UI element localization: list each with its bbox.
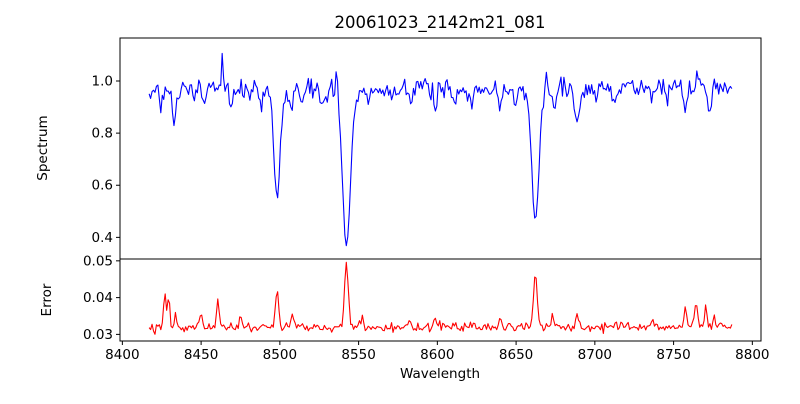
chart-title: 20061023_2142m21_081 bbox=[334, 13, 545, 33]
error-y-tick-label: 0.04 bbox=[83, 290, 113, 306]
x-tick-label: 8600 bbox=[420, 347, 454, 363]
spectrum-line-series bbox=[148, 52, 733, 247]
x-tick-label: 8800 bbox=[735, 347, 769, 363]
x-tick-label: 8700 bbox=[578, 347, 612, 363]
x-tick-label: 8550 bbox=[341, 347, 375, 363]
error-y-tick-label: 0.05 bbox=[83, 253, 113, 269]
spectrum-y-tick-label: 0.6 bbox=[92, 178, 113, 194]
error-y-tick-label: 0.03 bbox=[83, 327, 113, 343]
error-panel-frame bbox=[119, 258, 762, 342]
spectrum-y-tick-label: 0.4 bbox=[92, 230, 113, 246]
error-line-series bbox=[148, 261, 733, 335]
x-tick-label: 8450 bbox=[184, 347, 218, 363]
x-tick-label: 8650 bbox=[499, 347, 533, 363]
x-tick-label: 8500 bbox=[263, 347, 297, 363]
spectrum-y-axis-label: Spectrum bbox=[35, 115, 51, 180]
x-axis-label: Wavelength bbox=[400, 366, 480, 382]
x-tick-label: 8750 bbox=[656, 347, 690, 363]
error-y-axis-label: Error bbox=[39, 283, 55, 316]
spectrum-panel-frame bbox=[119, 37, 762, 260]
x-tick-label: 8400 bbox=[105, 347, 139, 363]
spectrum-y-tick-label: 0.8 bbox=[92, 126, 113, 142]
spectrum-y-tick-label: 1.0 bbox=[92, 74, 113, 90]
